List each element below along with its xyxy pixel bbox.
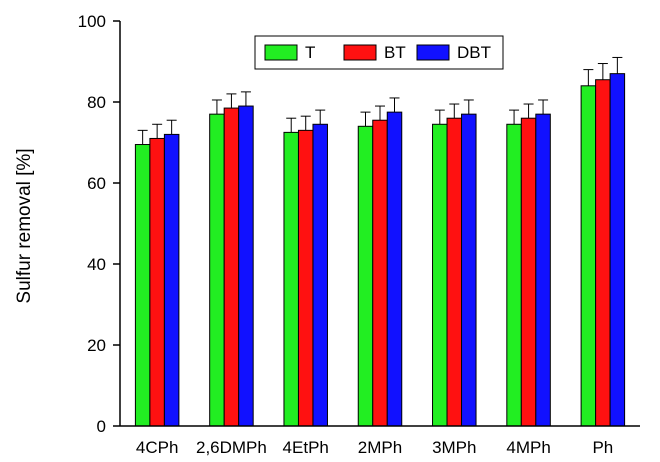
bar-t-4 (432, 123, 448, 427)
bar-dbt-3 (386, 111, 403, 427)
legend-label-dbt: DBT (457, 43, 491, 62)
error-bars-layer (137, 56, 623, 145)
bar-t-6 (580, 85, 597, 427)
legend-swatch-dbt (416, 44, 450, 61)
bar-t-3 (357, 125, 374, 427)
x-tick-label: 3MPh (432, 438, 476, 457)
y-tick-label: 0 (97, 417, 106, 436)
bar-dbt-5 (535, 113, 551, 427)
y-tick-label: 20 (87, 336, 106, 355)
bar-dbt-1 (238, 105, 254, 427)
legend-swatch-bt (343, 44, 377, 61)
bar-bt-4 (446, 117, 463, 427)
y-tick-label: 40 (87, 255, 106, 274)
x-tick-label: 2MPh (358, 438, 402, 457)
y-tick-label: 80 (87, 93, 106, 112)
bar-t-2 (283, 131, 299, 427)
bar-dbt-2 (312, 123, 328, 427)
bar-t-5 (506, 123, 522, 427)
y-tick-label: 100 (78, 12, 106, 31)
bar-dbt-6 (609, 73, 626, 427)
y-tick-label: 60 (87, 174, 106, 193)
x-tick-label: 4EtPh (283, 438, 329, 457)
x-tick-label: 2,6DMPh (196, 438, 267, 457)
bar-bt-0 (149, 137, 165, 427)
bar-bt-5 (520, 117, 537, 427)
bar-bt-3 (372, 119, 388, 427)
bar-t-0 (134, 144, 151, 427)
bar-dbt-0 (163, 133, 180, 427)
bar-bt-6 (595, 79, 611, 427)
bar-bt-2 (297, 129, 314, 427)
y-axis-title: Sulfur removal [%] (14, 148, 35, 303)
legend-label-t: T (305, 43, 315, 62)
x-tick-label: 4MPh (506, 438, 550, 457)
bar-bt-1 (223, 107, 240, 427)
x-tick-label: Ph (592, 438, 613, 457)
legend-label-bt: BT (384, 43, 406, 62)
axes: 4CPh 2,6DMPh 4EtPh 2MPh 3MPh 4MPh Ph 0 20 40 60 80 1… (78, 12, 640, 457)
bars-layer (134, 73, 626, 427)
bar-t-1 (209, 113, 225, 427)
bar-dbt-4 (461, 113, 477, 427)
legend: T BT DBT (254, 35, 504, 70)
legend-swatch-t (264, 44, 298, 61)
x-tick-label: 4CPh (136, 438, 179, 457)
